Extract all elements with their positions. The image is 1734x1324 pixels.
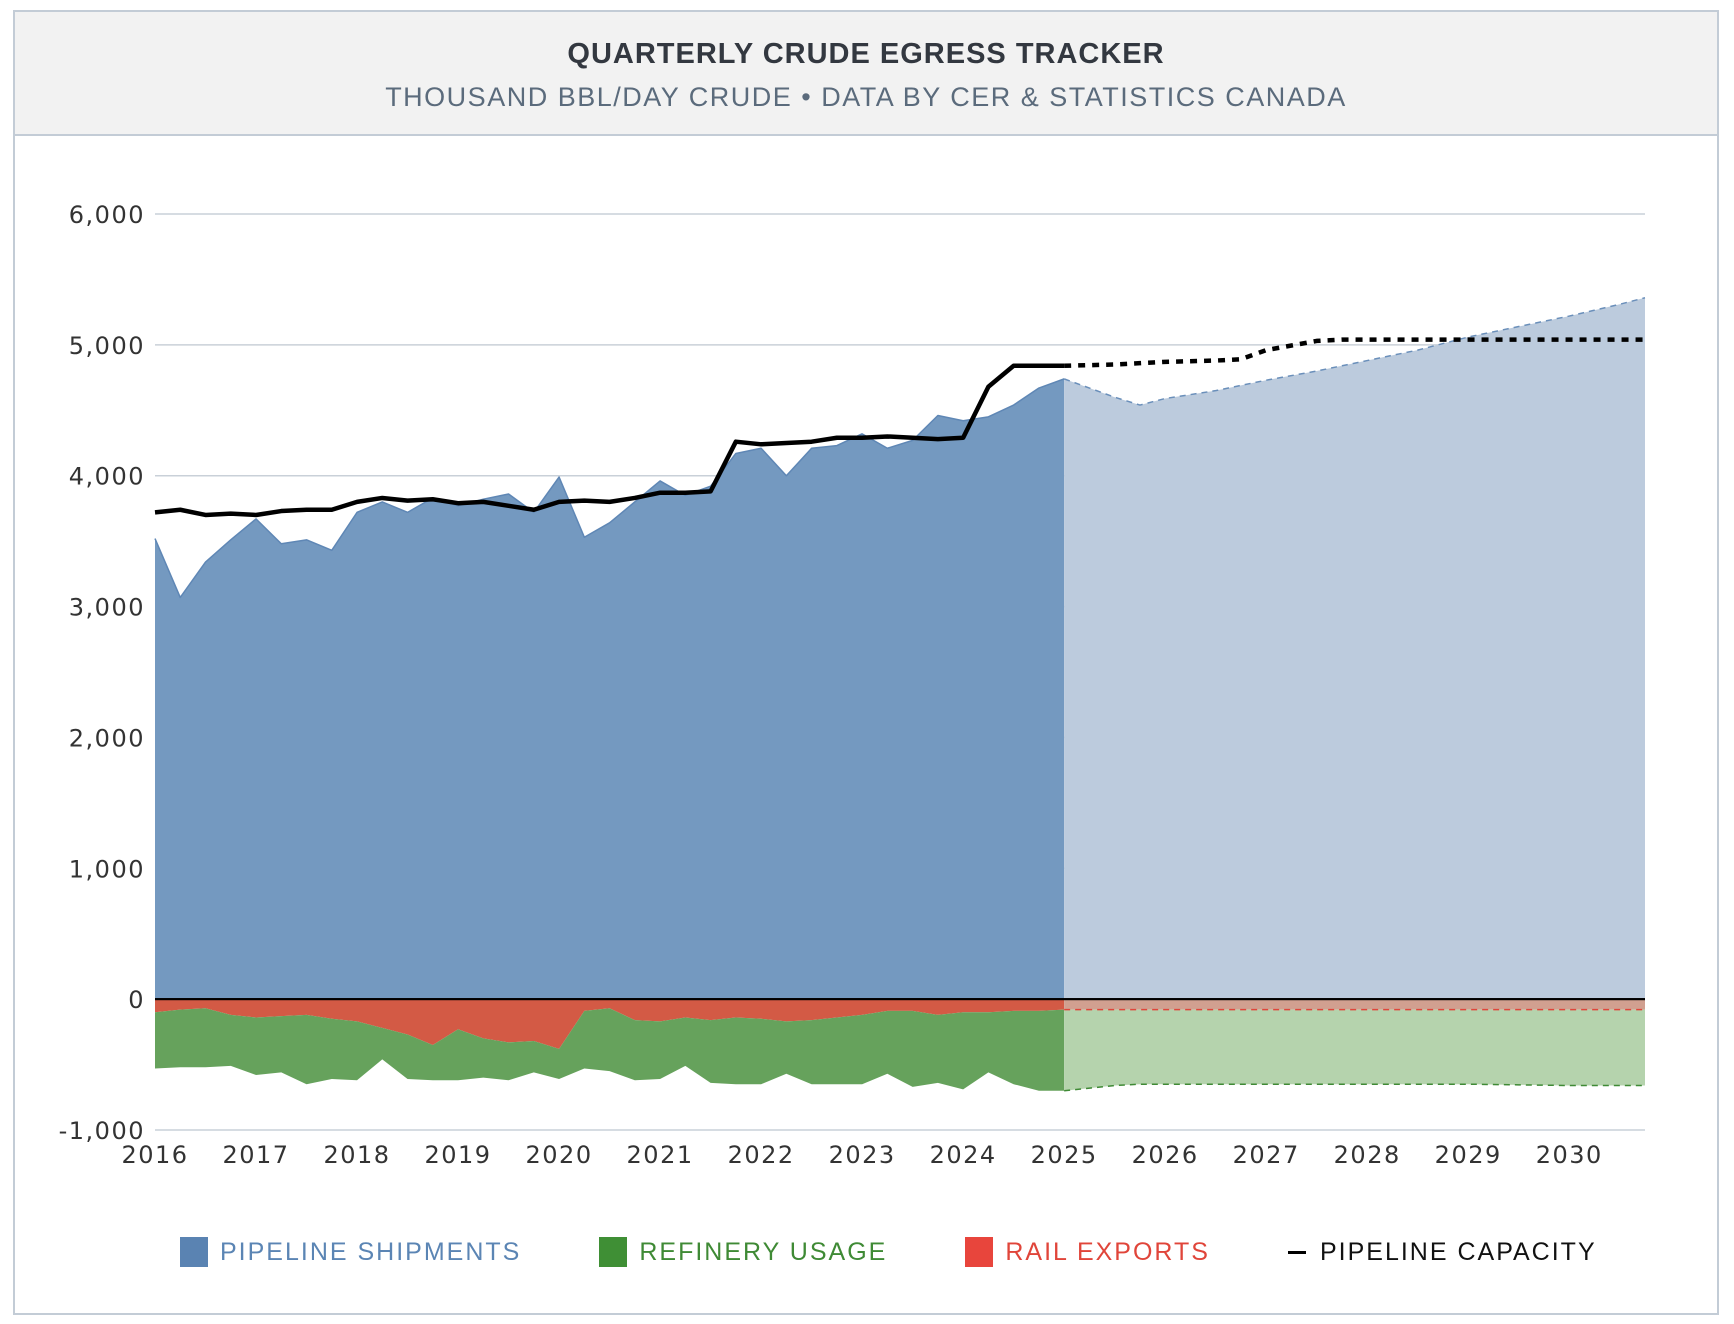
legend-label-refinery: REFINERY USAGE xyxy=(639,1237,888,1266)
x-tick-label: 2019 xyxy=(425,1141,492,1169)
y-tick-label: 5,000 xyxy=(69,332,145,360)
legend-label-pipeline: PIPELINE SHIPMENTS xyxy=(220,1237,522,1266)
chart-header: QUARTERLY CRUDE EGRESS TRACKER THOUSAND … xyxy=(15,12,1717,136)
rail-exports-area xyxy=(155,999,1065,1049)
y-tick-label: 3,000 xyxy=(69,594,145,622)
line-series xyxy=(154,297,1646,1092)
x-tick-label: 2021 xyxy=(627,1141,694,1169)
x-tick-label: 2017 xyxy=(222,1141,289,1169)
x-tick-label: 2023 xyxy=(829,1141,896,1169)
y-tick-label: -1,000 xyxy=(59,1117,145,1145)
legend-label-rail: RAIL EXPORTS xyxy=(1005,1237,1210,1266)
axis-labels: 6,0005,0004,0003,0002,0001,0000-1,000201… xyxy=(59,201,1603,1169)
pipeline-capacity-forecast-line xyxy=(1064,337,1645,369)
chart-title: QUARTERLY CRUDE EGRESS TRACKER xyxy=(567,38,1165,70)
legend-item-capacity: PIPELINE CAPACITY xyxy=(1287,1237,1597,1267)
x-tick-label: 2026 xyxy=(1132,1141,1199,1169)
refinery-usage-forecast-edge xyxy=(1064,1083,1645,1092)
legend-swatch-rail xyxy=(965,1237,994,1267)
y-tick-label: 0 xyxy=(128,986,145,1014)
legend-item-refinery: REFINERY USAGE xyxy=(599,1237,887,1267)
pipeline-shipments-forecast-area xyxy=(1064,297,1645,1000)
pipeline-shipments-edge xyxy=(154,378,1065,599)
chart-legend: PIPELINE SHIPMENTS REFINERY USAGE RAIL EXP… xyxy=(180,1235,1597,1269)
area-series xyxy=(155,297,1645,1091)
legend-line-capacity xyxy=(1287,1250,1306,1254)
legend-swatch-refinery xyxy=(599,1237,628,1267)
x-tick-label: 2029 xyxy=(1435,1141,1502,1169)
pipeline-shipments-area xyxy=(155,378,1065,1000)
x-tick-label: 2018 xyxy=(323,1141,390,1169)
x-tick-label: 2028 xyxy=(1334,1141,1401,1169)
y-tick-label: 6,000 xyxy=(69,201,145,229)
x-tick-label: 2016 xyxy=(121,1141,188,1169)
chart-subtitle: THOUSAND BBL/DAY CRUDE • DATA BY CER & S… xyxy=(385,82,1347,112)
legend-item-rail: RAIL EXPORTS xyxy=(965,1237,1210,1267)
x-tick-label: 2025 xyxy=(1031,1141,1098,1169)
y-tick-label: 1,000 xyxy=(69,855,145,883)
legend-item-pipeline: PIPELINE SHIPMENTS xyxy=(180,1237,521,1267)
x-tick-label: 2024 xyxy=(930,1141,997,1169)
pipeline-shipments-forecast-edge xyxy=(1063,297,1646,406)
rail-exports-forecast-area xyxy=(1064,999,1645,1010)
legend-label-capacity: PIPELINE CAPACITY xyxy=(1319,1237,1597,1266)
refinery-usage-area xyxy=(155,1008,1065,1091)
y-tick-label: 2,000 xyxy=(69,724,145,752)
x-tick-label: 2022 xyxy=(728,1141,795,1169)
x-tick-label: 2020 xyxy=(526,1141,593,1169)
pipeline-capacity-line xyxy=(154,363,1065,518)
x-tick-label: 2030 xyxy=(1536,1141,1603,1169)
y-tick-label: 4,000 xyxy=(69,463,145,491)
x-tick-label: 2027 xyxy=(1233,1141,1300,1169)
legend-swatch-pipeline xyxy=(180,1237,208,1267)
refinery-usage-forecast-area xyxy=(1064,1009,1645,1091)
